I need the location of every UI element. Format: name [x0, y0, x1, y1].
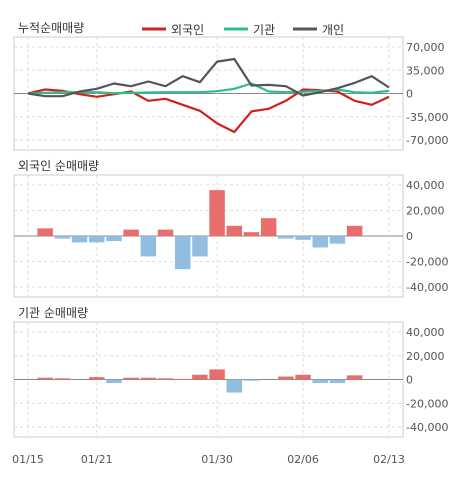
- panel-title: 외국인 순매매량: [18, 159, 99, 173]
- bar: [37, 228, 53, 236]
- bar: [329, 379, 346, 384]
- bar: [278, 376, 294, 380]
- bar: [312, 236, 328, 248]
- legend-label: 기관: [253, 23, 275, 37]
- panel-title: 기관 순매매량: [18, 306, 88, 320]
- bar: [106, 236, 122, 242]
- y-tick-label: -40,000: [406, 421, 448, 434]
- legend-label: 개인: [322, 23, 344, 37]
- legend-label: 외국인: [171, 23, 204, 37]
- bar: [89, 377, 105, 380]
- bar: [295, 374, 311, 380]
- y-tick-label: -20,000: [406, 397, 448, 410]
- y-tick-label: 20,000: [406, 205, 445, 218]
- y-tick-label: -35,000: [406, 111, 448, 124]
- bar: [140, 236, 157, 257]
- bar: [71, 236, 88, 243]
- bar: [278, 236, 294, 239]
- bar: [140, 377, 157, 380]
- bar: [174, 378, 191, 380]
- bar: [157, 378, 174, 380]
- bar: [295, 236, 311, 240]
- bar: [174, 236, 191, 270]
- bar: [157, 229, 174, 236]
- bar: [209, 190, 225, 236]
- series-line: [27, 57, 390, 98]
- bar: [37, 377, 53, 380]
- x-tick-label: 02/13: [373, 453, 405, 466]
- bar: [54, 378, 71, 380]
- series-line: [27, 88, 390, 134]
- x-tick-label: 01/30: [201, 453, 233, 466]
- x-tick-label: 02/06: [287, 453, 319, 466]
- bar: [226, 225, 243, 236]
- bar: [123, 377, 139, 380]
- y-tick-label: 35,000: [406, 64, 445, 77]
- y-tick-label: 70,000: [406, 41, 445, 54]
- bar: [346, 225, 363, 236]
- bar: [260, 218, 277, 236]
- y-tick-label: 0: [406, 88, 413, 101]
- y-tick-label: 0: [406, 230, 413, 243]
- bar: [226, 379, 243, 393]
- y-tick-label: 20,000: [406, 350, 445, 363]
- bar: [312, 379, 328, 384]
- y-tick-label: 40,000: [406, 179, 445, 192]
- bar: [89, 236, 105, 243]
- bar: [192, 374, 208, 380]
- x-tick-label: 01/21: [81, 453, 113, 466]
- x-tick-label: 01/15: [12, 453, 44, 466]
- bar: [123, 229, 139, 236]
- y-tick-label: 0: [406, 374, 413, 387]
- bar: [54, 236, 71, 239]
- bar: [346, 375, 363, 380]
- bar: [106, 379, 122, 384]
- y-tick-label: -20,000: [406, 256, 448, 269]
- y-tick-label: 40,000: [406, 326, 445, 339]
- panel-title: 누적순매매량: [18, 21, 84, 35]
- y-tick-label: -40,000: [406, 281, 448, 294]
- bar: [209, 369, 225, 380]
- bar: [329, 236, 346, 244]
- bar: [192, 236, 208, 257]
- bar: [243, 232, 260, 236]
- y-tick-label: -70,000: [406, 134, 448, 147]
- bar: [243, 379, 260, 381]
